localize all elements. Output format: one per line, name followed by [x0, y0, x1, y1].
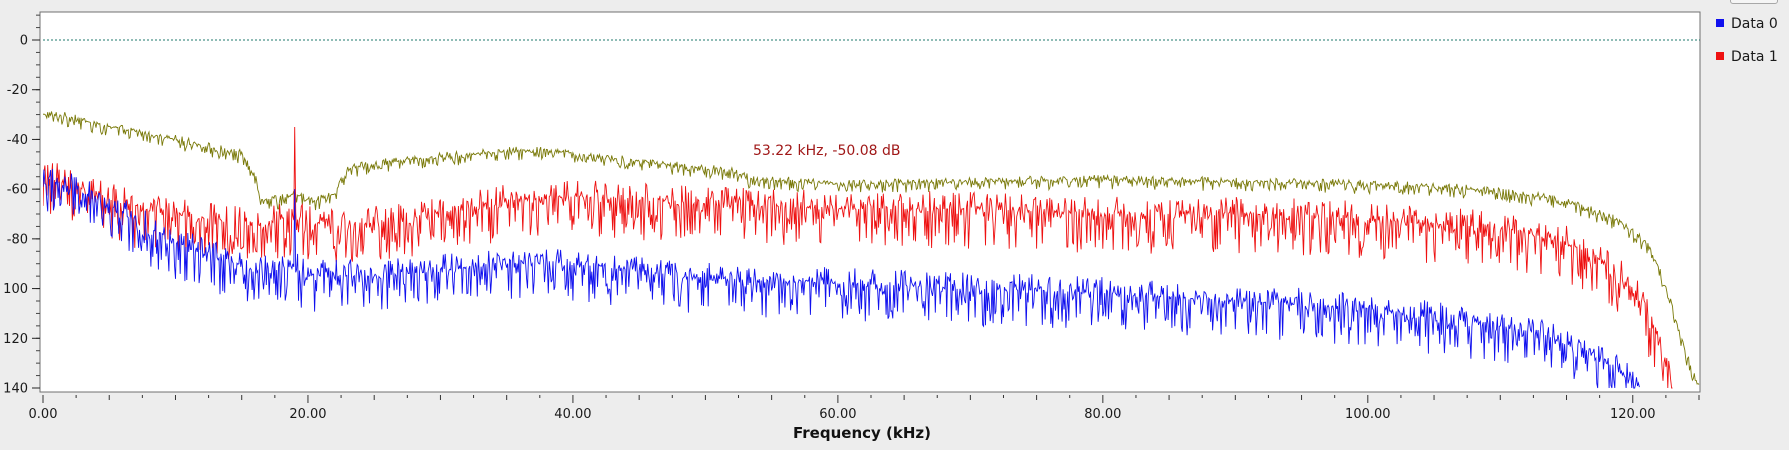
x-tick-label: 60.00 [819, 407, 856, 422]
x-axis-label: Frequency (kHz) [793, 424, 931, 442]
legend-label-data-1: Data 1 [1731, 49, 1778, 65]
y-tick-label: -40 [7, 133, 28, 148]
legend-item-data-1[interactable]: Data 1 [1716, 49, 1778, 65]
legend-label-data-0: Data 0 [1731, 16, 1778, 32]
x-tick-label: 20.00 [289, 407, 326, 422]
x-tick-label: 120.00 [1610, 407, 1656, 422]
x-tick-label: 80.00 [1084, 407, 1121, 422]
y-tick-label: -60 [7, 183, 28, 198]
legend-item-data-0[interactable]: Data 0 [1716, 16, 1778, 32]
series-line-0 [43, 111, 1700, 385]
series-line-2 [43, 168, 1640, 389]
legend: Data 0 Data 1 [1716, 16, 1778, 65]
series-line-1 [43, 126, 1673, 389]
legend-swatch-data-1 [1716, 52, 1724, 60]
x-tick-label: 40.00 [554, 407, 591, 422]
x-tick-label: 100.00 [1345, 407, 1391, 422]
y-tick-label: -20 [7, 83, 28, 98]
y-tick-label: 140 [3, 382, 28, 397]
y-tick-label: 100 [3, 282, 28, 297]
y-tick-label: 120 [3, 332, 28, 347]
x-axis: 0.00 20.00 40.00 60.00 80.00 100.00 120.00 [29, 395, 1700, 422]
y-tick-label: -80 [7, 232, 28, 247]
x-tick-label: 0.00 [29, 407, 58, 422]
marker-annotation: 53.22 kHz, -50.08 dB [753, 143, 901, 159]
y-axis: 0 -20 -40 -60 -80 100 120 140 [3, 14, 40, 397]
y-tick-label: 0 [20, 34, 28, 49]
series-layer [43, 111, 1700, 389]
legend-swatch-data-0 [1716, 19, 1724, 27]
toolbar-button[interactable] [1730, 0, 1778, 4]
